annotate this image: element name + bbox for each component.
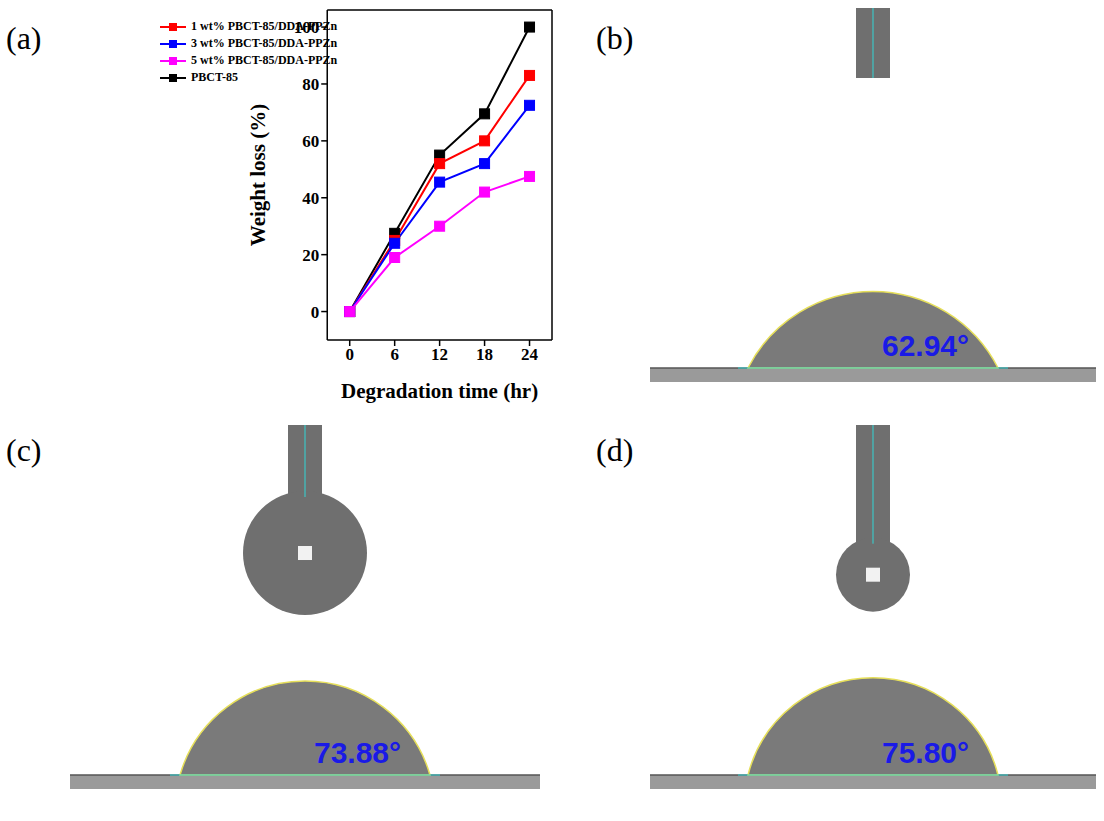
svg-text:75.80°: 75.80°: [882, 736, 969, 769]
svg-text:80: 80: [302, 75, 319, 94]
svg-text:73.88°: 73.88°: [314, 736, 401, 769]
svg-text:0: 0: [345, 345, 354, 364]
svg-text:6: 6: [390, 345, 399, 364]
svg-text:18: 18: [476, 345, 493, 364]
svg-text:60: 60: [302, 132, 319, 151]
svg-text:0: 0: [311, 303, 320, 322]
svg-text:12: 12: [431, 345, 448, 364]
svg-text:Degradation time (hr): Degradation time (hr): [341, 379, 538, 403]
svg-text:62.94°: 62.94°: [882, 329, 969, 362]
svg-text:24: 24: [521, 345, 539, 364]
svg-text:20: 20: [302, 246, 319, 265]
svg-text:Weight loss (%): Weight loss (%): [246, 104, 270, 246]
svg-text:40: 40: [302, 189, 319, 208]
svg-text:100: 100: [294, 18, 320, 37]
